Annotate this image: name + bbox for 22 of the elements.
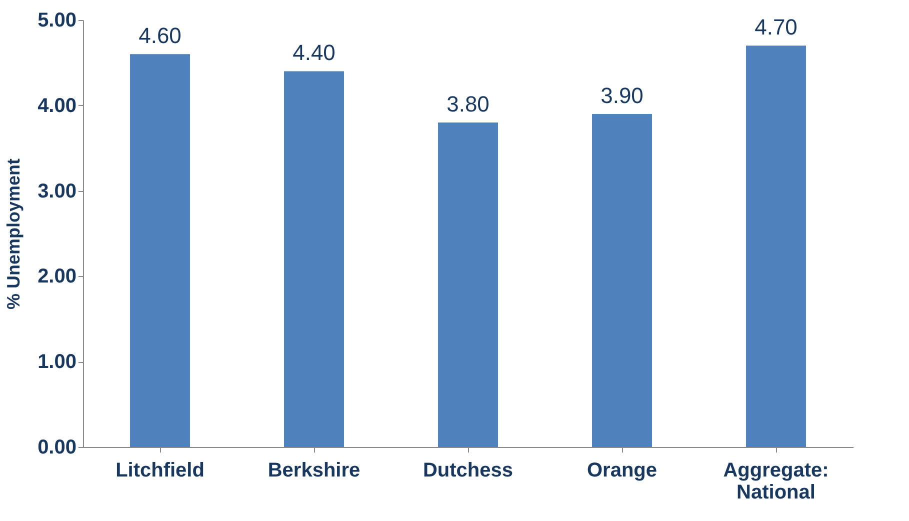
data-label: 4.60 (138, 23, 182, 48)
bar (130, 54, 190, 447)
bar (746, 46, 806, 447)
y-tick-label: 3.00 (38, 180, 76, 202)
data-label: 4.40 (292, 40, 336, 66)
data-label: 3.90 (600, 82, 644, 108)
y-axis-title: % Unemployment (4, 158, 24, 310)
x-tick-label: Berkshire (268, 460, 360, 482)
y-tick-label: 5.00 (38, 10, 76, 32)
y-tick-label: 1.00 (38, 351, 76, 374)
bar (592, 114, 652, 447)
x-tick-label: Orange (586, 460, 658, 482)
x-tick-label: Aggregate: National (723, 460, 829, 504)
bar (438, 122, 498, 447)
y-tick-label: 2.00 (38, 266, 76, 288)
bar (284, 71, 344, 447)
data-label: 4.70 (754, 14, 798, 40)
y-tick-label: 0.00 (38, 436, 76, 458)
y-tick-label: 4.00 (38, 94, 76, 117)
x-tick-label: Dutchess (422, 460, 514, 482)
data-label: 3.80 (446, 91, 490, 116)
x-tick-label: Litchfield (116, 460, 204, 482)
